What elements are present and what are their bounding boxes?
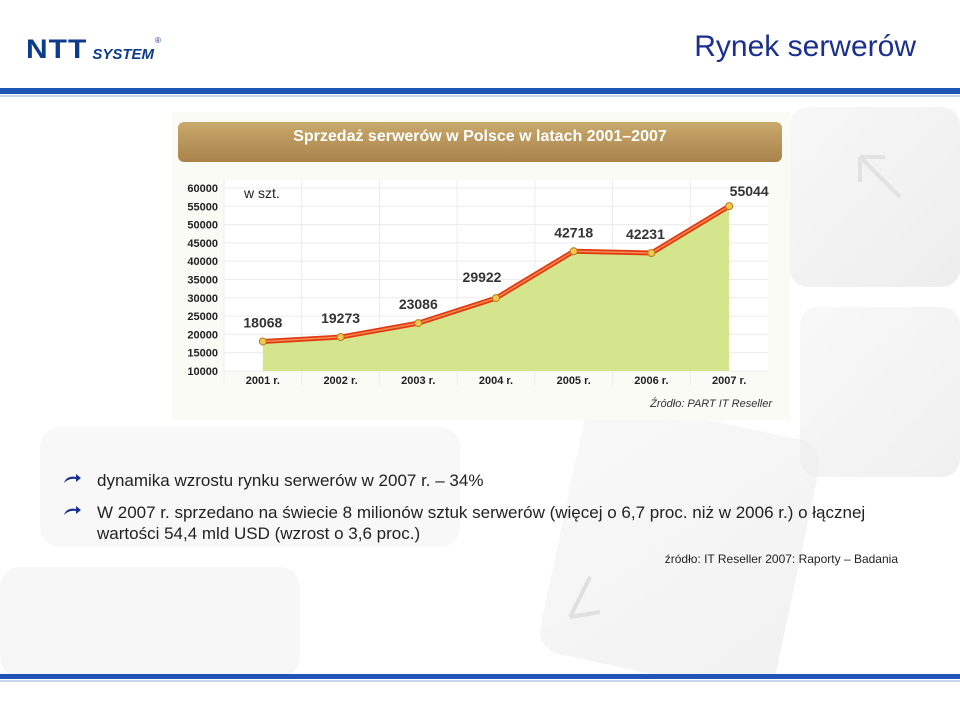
bullet-text: dynamika wzrostu rynku serwerów w 2007 r… [97, 471, 484, 490]
footer-divider-thin [0, 680, 960, 682]
data-point [725, 202, 734, 211]
y-tick-label: 40000 [187, 256, 218, 268]
data-point [258, 337, 267, 346]
logo-main: NTT [26, 34, 88, 65]
citation: źródło: IT Reseller 2007: Raporty – Bada… [664, 552, 898, 566]
chart-panel: Sprzedaż serwerów w Polsce w latach 2001… [172, 112, 790, 420]
slide-header: NTT SYSTEM ® Rynek serwerów [0, 0, 960, 97]
y-tick-label: 60000 [187, 183, 218, 195]
x-tick-label: 2001 r. [246, 375, 280, 387]
bullet-item: W 2007 r. sprzedano na świecie 8 milionó… [62, 502, 922, 544]
bullet-list: dynamika wzrostu rynku serwerów w 2007 r… [62, 470, 922, 555]
chart-title: Sprzedaż serwerów w Polsce w latach 2001… [293, 128, 667, 145]
data-label: 29922 [463, 269, 502, 285]
y-tick-label: 45000 [187, 238, 218, 250]
y-tick-label: 35000 [187, 275, 218, 287]
y-axis-label: w szt. [243, 185, 280, 201]
header-divider-thin [0, 95, 960, 97]
data-label: 55044 [730, 183, 769, 199]
y-tick-label: 50000 [187, 220, 218, 232]
x-tick-label: 2006 r. [634, 375, 668, 387]
x-tick-label: 2007 r. [712, 375, 746, 387]
logo-registered: ® [155, 36, 161, 45]
x-tick-label: 2003 r. [401, 375, 435, 387]
slide-title: Rynek serwerów [694, 30, 916, 63]
y-tick-label: 20000 [187, 329, 218, 341]
y-tick-label: 10000 [187, 366, 218, 378]
data-point [414, 319, 423, 328]
x-tick-label: 2002 r. [323, 375, 357, 387]
arrow-right-icon [64, 474, 81, 483]
ntt-system-logo: NTT SYSTEM ® [26, 36, 161, 64]
bullet-item: dynamika wzrostu rynku serwerów w 2007 r… [62, 470, 922, 491]
x-tick-label: 2004 r. [479, 375, 513, 387]
data-label: 23086 [399, 296, 438, 312]
data-label: 18068 [243, 314, 282, 330]
data-point [569, 247, 578, 256]
y-tick-label: 30000 [187, 293, 218, 305]
footer-divider [0, 674, 960, 679]
header-divider [0, 88, 960, 94]
data-label: 19273 [321, 310, 360, 326]
y-tick-label: 15000 [187, 348, 218, 360]
data-point [492, 294, 500, 303]
data-label: 42718 [554, 224, 593, 240]
bullet-text: W 2007 r. sprzedano na świecie 8 milionó… [97, 503, 866, 543]
area-fill [262, 206, 730, 371]
logo-sub: SYSTEM [92, 46, 155, 63]
y-tick-label: 25000 [187, 311, 218, 323]
data-label: 42231 [626, 226, 665, 242]
keyboard-background [0, 107, 960, 674]
chart-source: Źródło: PART IT Reseller [650, 398, 772, 410]
data-point [336, 333, 345, 342]
y-tick-label: 55000 [187, 201, 218, 213]
chart-plot: 10000 15000 20000 25000 30000 35000 40000 45000… [187, 180, 769, 387]
x-tick-label: 2005 r. [557, 375, 591, 387]
data-point [647, 249, 656, 258]
chart-title-bar: Sprzedaż serwerów w Polsce w latach 2001… [178, 122, 782, 162]
arrow-right-icon [64, 506, 81, 515]
